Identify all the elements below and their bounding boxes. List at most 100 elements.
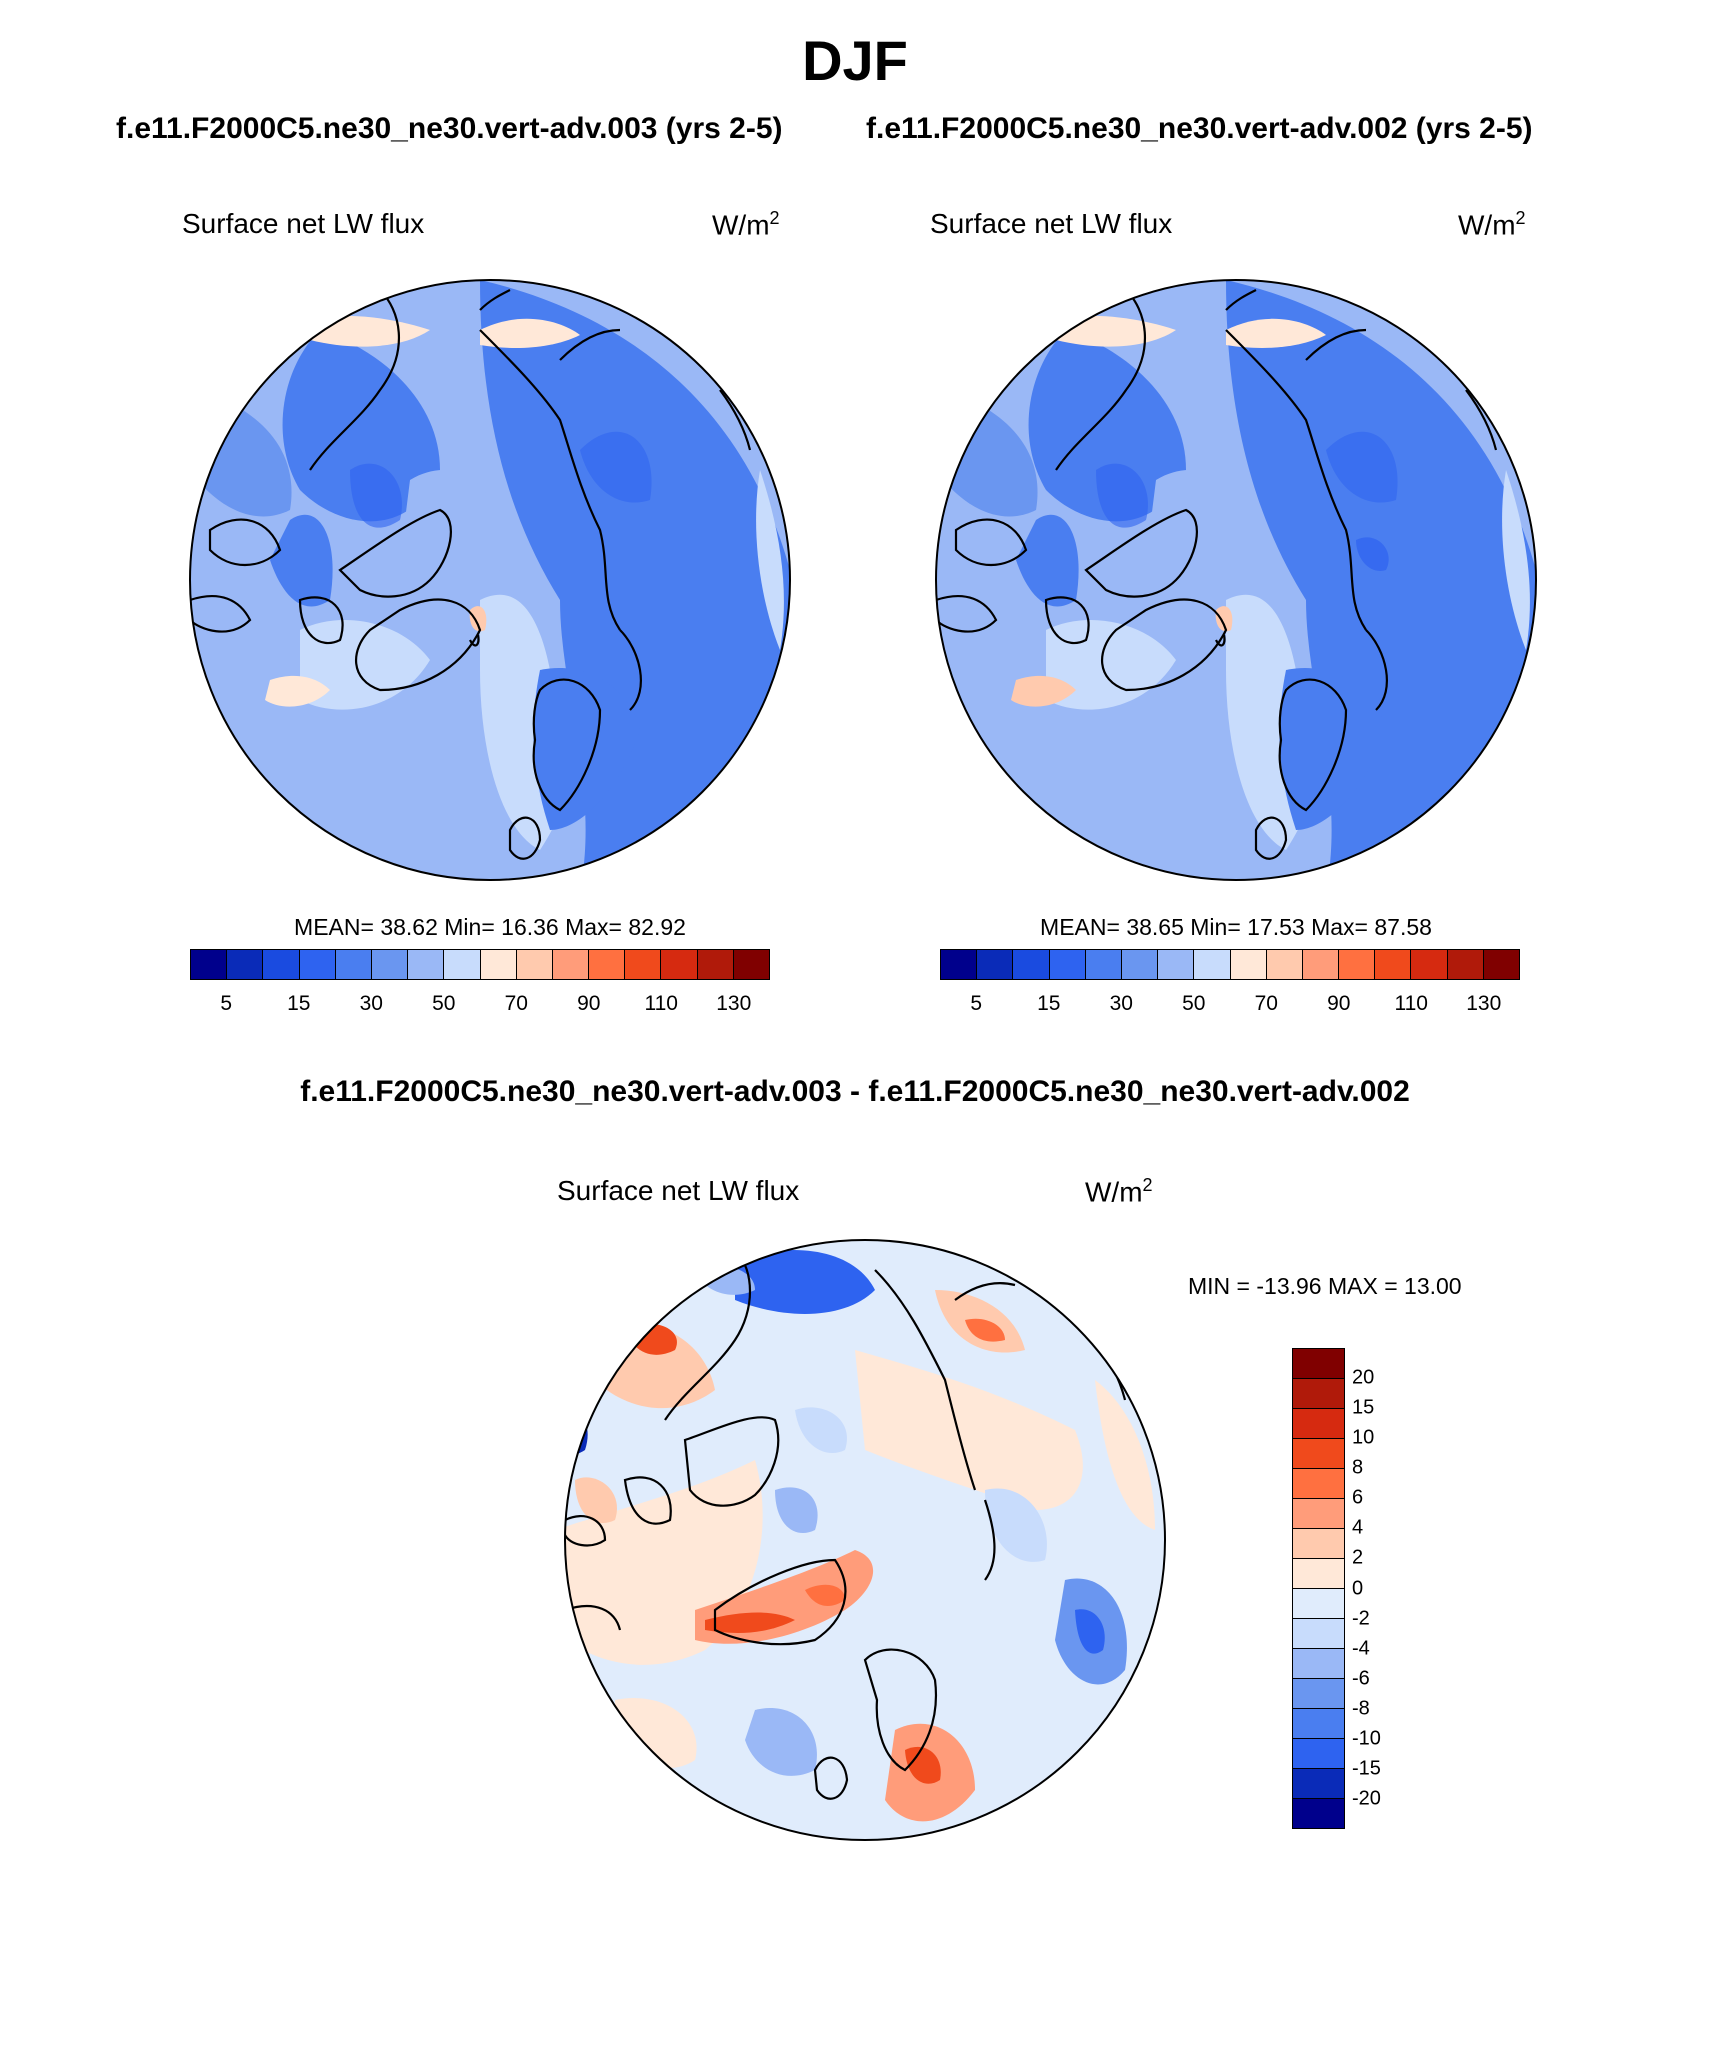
colorbar-swatch: [1293, 1559, 1344, 1589]
colorbar-swatch: [516, 950, 553, 979]
colorbar-swatch: [1293, 1769, 1344, 1799]
colorbar-tick-label: 70: [504, 992, 528, 1015]
colorbar-swatch: [1013, 950, 1050, 979]
colorbar-swatch: [480, 950, 517, 979]
case-title-left: f.e11.F2000C5.ne30_ne30.vert-adv.003 (yr…: [116, 112, 783, 145]
colorbar-swatch: [1158, 950, 1195, 979]
colorbar-swatch: [1293, 1409, 1344, 1439]
panel1-polar-map: [189, 279, 791, 881]
colorbar-swatch: [1375, 950, 1412, 979]
colorbar-swatch: [1293, 1469, 1344, 1499]
colorbar-swatch: [1411, 950, 1448, 979]
panel2-colorbar-labels: 5 15 30 50 70 90 110 130: [940, 992, 1520, 1022]
case-title-right: f.e11.F2000C5.ne30_ne30.vert-adv.002 (yr…: [866, 112, 1533, 145]
panel2-units: W/m2: [1458, 208, 1526, 241]
colorbar-tick-label: 4: [1352, 1516, 1364, 1539]
colorbar-tick-label: 130: [1466, 992, 1502, 1015]
season-title: DJF: [802, 29, 908, 92]
colorbar-swatch: [1293, 1529, 1344, 1559]
panel2-stats: MEAN= 38.65 Min= 17.53 Max= 87.58: [1040, 914, 1432, 940]
colorbar-tick-label: -8: [1352, 1697, 1370, 1720]
difference-title: f.e11.F2000C5.ne30_ne30.vert-adv.003 - f…: [300, 1075, 1410, 1108]
colorbar-swatch: [661, 950, 698, 979]
diff-variable-label: Surface net LW flux: [557, 1175, 800, 1206]
panel2-polar-map: [935, 279, 1537, 881]
diff-colorbar: [1292, 1348, 1345, 1829]
colorbar-tick-label: 30: [359, 992, 383, 1015]
colorbar-tick-label: -2: [1352, 1607, 1370, 1630]
colorbar-tick-label: 5: [970, 992, 983, 1015]
panel1-colorbar: [190, 949, 770, 980]
panel2-variable-label: Surface net LW flux: [930, 208, 1173, 239]
colorbar-swatch: [589, 950, 626, 979]
colorbar-swatch: [191, 950, 228, 979]
colorbar-swatch: [697, 950, 734, 979]
colorbar-tick-label: 15: [1352, 1396, 1375, 1419]
colorbar-tick-label: -4: [1352, 1637, 1370, 1660]
colorbar-swatch: [1230, 950, 1267, 979]
colorbar-swatch: [1049, 950, 1086, 979]
colorbar-tick-label: 50: [1182, 992, 1206, 1015]
colorbar-tick-label: 8: [1352, 1456, 1364, 1479]
colorbar-swatch: [444, 950, 481, 979]
colorbar-tick-label: -6: [1352, 1667, 1370, 1690]
colorbar-swatch: [625, 950, 662, 979]
colorbar-tick-label: 6: [1352, 1486, 1364, 1509]
colorbar-swatch: [977, 950, 1014, 979]
colorbar-tick-label: 2: [1352, 1546, 1364, 1569]
colorbar-swatch: [1293, 1349, 1344, 1379]
diff-min-max: MIN = -13.96 MAX = 13.00: [1188, 1273, 1462, 1299]
colorbar-swatch: [1266, 950, 1303, 979]
colorbar-tick-label: -20: [1352, 1787, 1381, 1810]
diff-units: W/m2: [1085, 1175, 1153, 1208]
colorbar-swatch: [227, 950, 264, 979]
colorbar-tick-label: 50: [432, 992, 456, 1015]
colorbar-swatch: [1293, 1649, 1344, 1679]
colorbar-tick-label: 130: [716, 992, 752, 1015]
colorbar-swatch: [941, 950, 978, 979]
colorbar-swatch: [263, 950, 300, 979]
colorbar-swatch: [733, 950, 769, 979]
diff-colorbar-labels: 20 15 10 8 6 4 2 0 -2 -4 -6 -8 -10 -15 -20: [1352, 1348, 1432, 1829]
colorbar-swatch: [1293, 1679, 1344, 1709]
colorbar-swatch: [1194, 950, 1231, 979]
colorbar-tick-label: 110: [1394, 992, 1428, 1015]
colorbar-tick-label: -15: [1352, 1757, 1381, 1780]
colorbar-tick-label: -10: [1352, 1727, 1381, 1750]
colorbar-tick-label: 15: [287, 992, 311, 1015]
colorbar-swatch: [1293, 1709, 1344, 1739]
colorbar-tick-label: 110: [644, 992, 678, 1015]
colorbar-swatch: [1293, 1379, 1344, 1409]
colorbar-swatch: [299, 950, 336, 979]
panel1-units: W/m2: [712, 208, 780, 241]
colorbar-swatch: [1293, 1439, 1344, 1469]
colorbar-tick-label: 5: [220, 992, 233, 1015]
panel1-colorbar-labels: 5 15 30 50 70 90 110 130: [190, 992, 770, 1022]
colorbar-swatch: [1339, 950, 1376, 979]
panel1-variable-label: Surface net LW flux: [182, 208, 425, 239]
colorbar-swatch: [1302, 950, 1340, 979]
colorbar-swatch: [1483, 950, 1519, 979]
colorbar-swatch: [552, 950, 590, 979]
colorbar-swatch: [1293, 1619, 1344, 1649]
colorbar-tick-label: 15: [1037, 992, 1061, 1015]
colorbar-tick-label: 90: [577, 992, 601, 1015]
colorbar-tick-label: 0: [1352, 1577, 1364, 1599]
colorbar-swatch: [371, 950, 409, 979]
colorbar-swatch: [408, 950, 445, 979]
colorbar-swatch: [335, 950, 372, 979]
colorbar-swatch: [1447, 950, 1484, 979]
panel1-stats: MEAN= 38.62 Min= 16.36 Max= 82.92: [294, 914, 686, 940]
panel2-colorbar: [940, 949, 1520, 980]
colorbar-swatch: [1085, 950, 1122, 979]
colorbar-swatch: [1293, 1589, 1344, 1619]
colorbar-tick-label: 20: [1352, 1366, 1375, 1389]
colorbar-swatch: [1293, 1499, 1344, 1529]
colorbar-swatch: [1293, 1739, 1344, 1769]
colorbar-tick-label: 10: [1352, 1426, 1375, 1449]
colorbar-tick-label: 30: [1109, 992, 1133, 1015]
colorbar-swatch: [1121, 950, 1159, 979]
colorbar-tick-label: 90: [1327, 992, 1351, 1015]
difference-polar-map: [564, 1239, 1166, 1841]
colorbar-swatch: [1293, 1799, 1344, 1828]
